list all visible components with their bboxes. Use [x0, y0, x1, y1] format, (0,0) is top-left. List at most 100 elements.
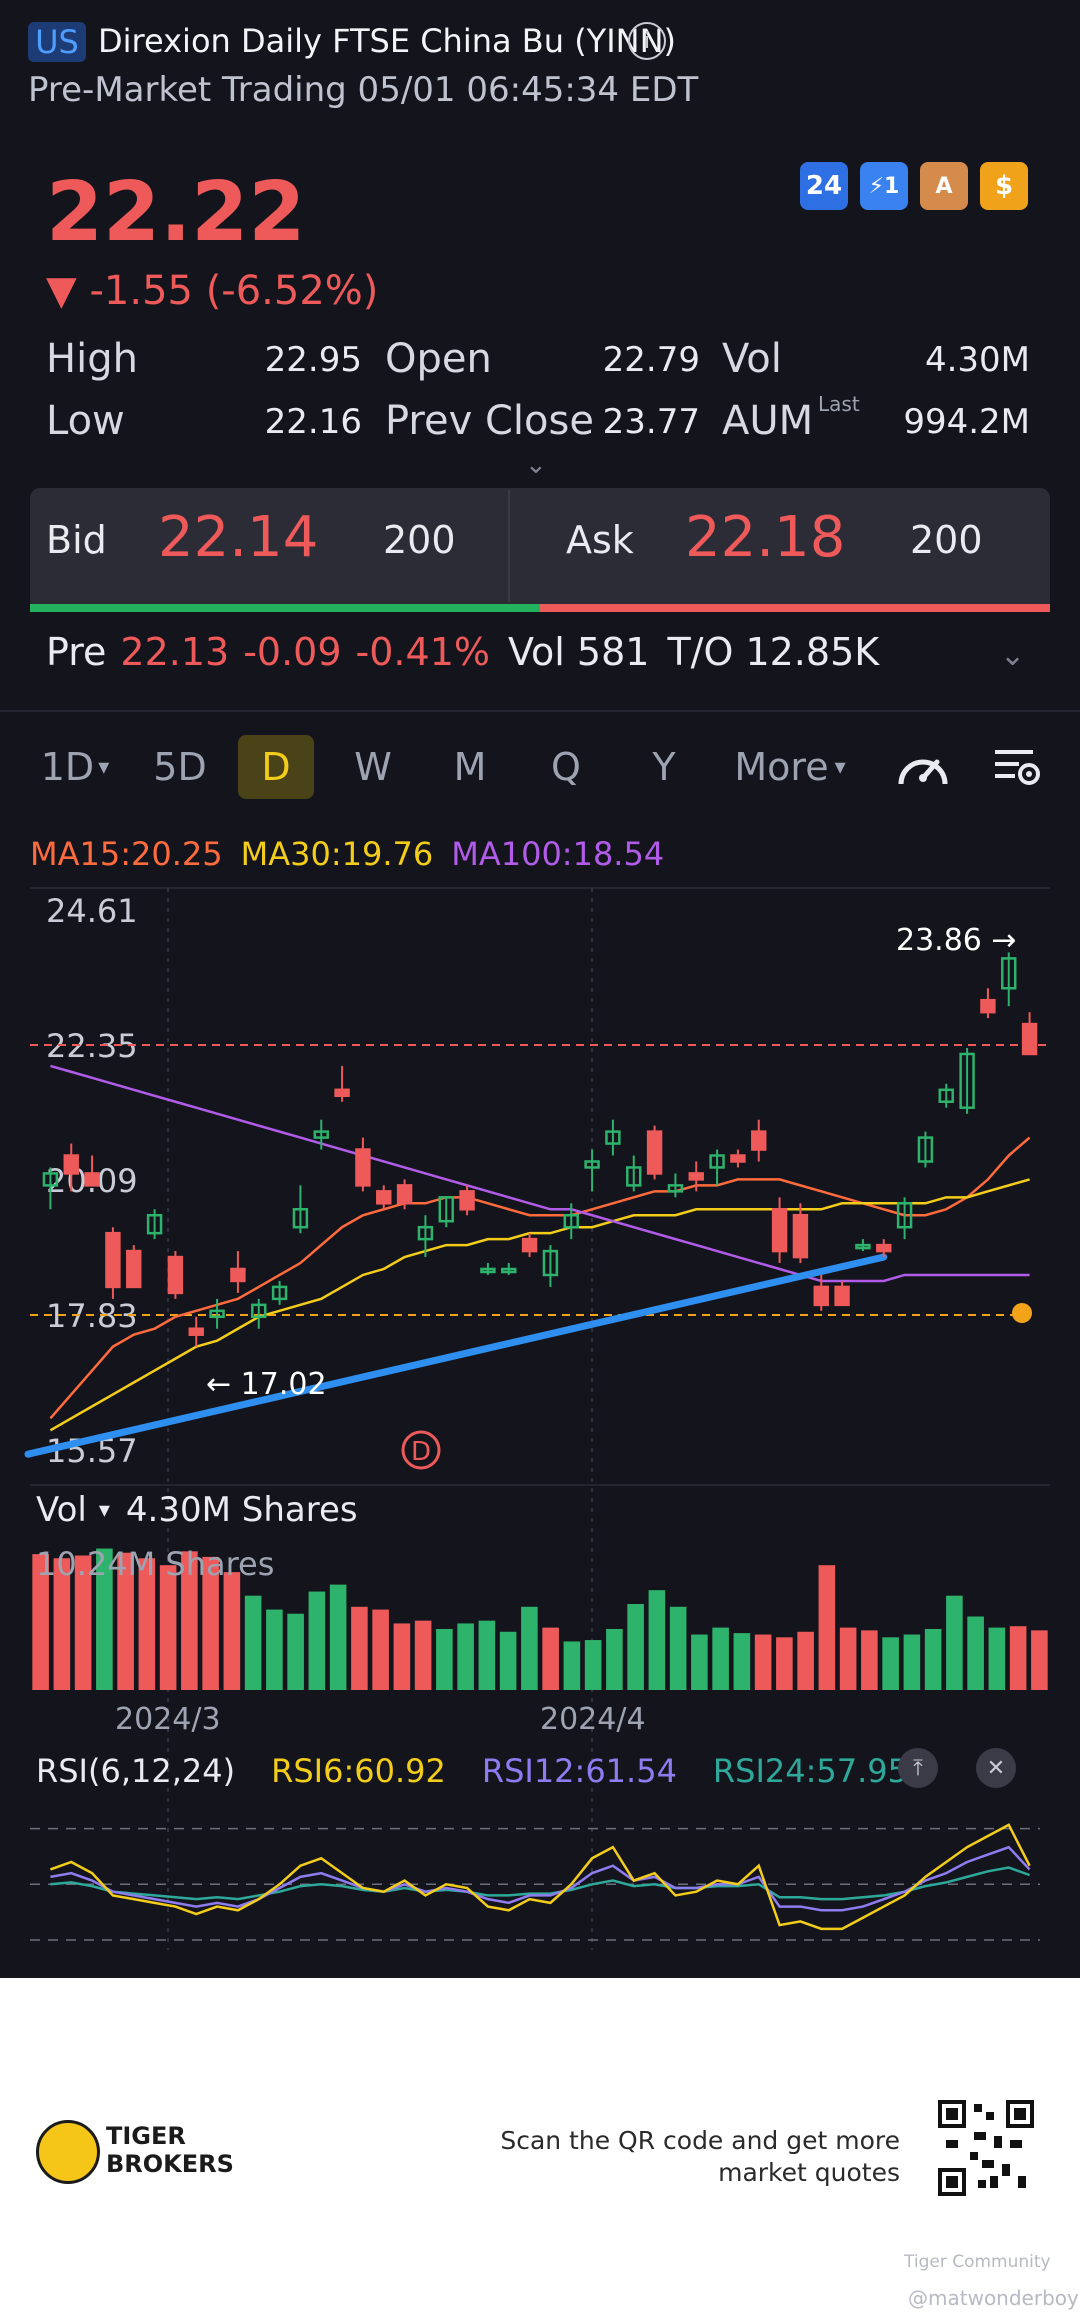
candle-down — [126, 1249, 142, 1289]
volume-bar — [499, 1631, 517, 1690]
vol-value: 4.30M — [924, 340, 1030, 380]
volume-bar — [648, 1590, 666, 1690]
last-price: 22.22 — [46, 165, 306, 260]
tab-more[interactable]: More ▾ — [734, 745, 846, 789]
period-tabs: 1D ▾ 5D D W M Q Y More ▾ — [0, 735, 1080, 799]
rsi12-line — [50, 1845, 1031, 1912]
candle-up — [584, 1160, 600, 1169]
tab-weekly[interactable]: W — [354, 745, 392, 789]
prev-close-label: Prev Close — [385, 398, 594, 444]
candle-down — [876, 1243, 892, 1253]
lightning-icon[interactable]: ⚡1 — [860, 162, 908, 210]
candle-down — [771, 1208, 788, 1253]
pin-top-icon[interactable]: ⤒ — [898, 1748, 938, 1788]
candle-down — [751, 1130, 767, 1151]
min-price-label: ← 17.02 — [206, 1367, 327, 1402]
trendline — [24, 1253, 888, 1458]
rsi-label: RSI(6,12,24) — [36, 1752, 236, 1790]
volume-bar — [627, 1604, 644, 1690]
prev-close-value: 23.77 — [602, 402, 700, 442]
community-watermark: Tiger Community — [904, 2252, 1051, 2272]
premarket-quote-row[interactable]: Pre 22.13 -0.09 -0.41% Vol 581 T/O 12.85… — [46, 630, 879, 674]
y-axis-label: 24.61 — [46, 892, 138, 930]
dollar-icon[interactable]: $ — [980, 162, 1028, 210]
candle-down — [646, 1130, 663, 1175]
candle-up — [146, 1213, 163, 1235]
tab-daily[interactable]: D — [238, 735, 314, 799]
ma30-line — [49, 1178, 1030, 1432]
candle-down — [188, 1327, 204, 1336]
candle-down — [355, 1148, 371, 1187]
rsi24-line — [50, 1866, 1031, 1901]
chevron-down-icon[interactable]: ⌄ — [1000, 638, 1026, 673]
pre-change: -0.09 — [243, 630, 342, 674]
tab-1d[interactable]: 1D ▾ — [40, 745, 110, 789]
rsi12-value: RSI12:61.54 — [481, 1752, 677, 1790]
candle-up — [42, 1172, 59, 1187]
volume-bar — [563, 1641, 581, 1690]
candle-up — [209, 1309, 225, 1319]
dividend-marker-label: D — [411, 1437, 431, 1467]
volume-bar — [669, 1606, 687, 1690]
volume-bar — [96, 1548, 113, 1690]
candle-up — [1001, 957, 1017, 990]
volume-bar — [436, 1628, 453, 1690]
candle-up — [417, 1225, 434, 1241]
ask-strength-bar — [540, 604, 1050, 612]
volume-bar — [478, 1620, 496, 1690]
volume-bar — [776, 1637, 793, 1690]
volume-bar — [308, 1591, 326, 1690]
close-icon[interactable]: ✕ — [976, 1748, 1016, 1788]
candle-up — [501, 1267, 517, 1274]
candle-up — [438, 1196, 454, 1223]
gauge-icon[interactable] — [888, 735, 958, 799]
user-handle: @matwonderboy — [908, 2286, 1079, 2310]
ma100-line — [50, 1064, 1030, 1283]
rsi6-value: RSI6:60.92 — [271, 1752, 446, 1790]
info-icon[interactable]: i — [628, 22, 666, 60]
volume-legend[interactable]: Vol ▾ 4.30M Shares — [36, 1490, 358, 1530]
candle-up — [271, 1285, 288, 1301]
tab-quarterly[interactable]: Q — [551, 745, 581, 789]
volume-bar — [584, 1640, 602, 1690]
volume-bar — [542, 1627, 559, 1690]
qr-code-icon — [938, 2100, 1034, 2196]
chevron-down-icon[interactable]: ⌄ — [525, 450, 547, 480]
bid-label: Bid — [46, 518, 107, 562]
candle-down — [459, 1190, 475, 1211]
volume-bar — [117, 1552, 134, 1690]
volume-bar — [946, 1595, 963, 1690]
candle-down — [84, 1172, 100, 1187]
volume-bar — [53, 1558, 71, 1690]
aum-last-sup: Last — [818, 392, 860, 416]
24h-trading-icon[interactable]: 24 — [800, 162, 848, 210]
candle-up — [563, 1213, 579, 1229]
stack-icon[interactable]: A — [920, 162, 968, 210]
candle-up — [709, 1154, 725, 1169]
bid-ask-divider — [508, 490, 510, 602]
low-label: Low — [46, 398, 125, 444]
indicator-settings-icon[interactable] — [982, 735, 1052, 799]
candle-down — [167, 1255, 184, 1295]
tab-yearly[interactable]: Y — [652, 745, 676, 789]
candle-up — [626, 1166, 642, 1187]
candle-up — [605, 1130, 621, 1145]
candle-down — [334, 1088, 350, 1098]
tab-monthly[interactable]: M — [453, 745, 487, 789]
candle-up — [896, 1202, 913, 1229]
tab-5d[interactable]: 5D — [153, 745, 207, 789]
volume-bar — [74, 1555, 92, 1690]
volume-bar — [351, 1606, 368, 1690]
ma-legend: MA15:20.25 MA30:19.76 MA100:18.54 — [30, 835, 664, 873]
volume-bar — [691, 1634, 708, 1690]
volume-bar — [903, 1634, 921, 1690]
volume-bar — [733, 1633, 751, 1690]
candle-down — [813, 1285, 829, 1307]
price-change: ▼ -1.55 (-6.52%) — [46, 268, 379, 314]
premarket-status: Pre-Market Trading 05/01 06:45:34 EDT — [28, 70, 699, 110]
candle-up — [480, 1267, 496, 1274]
volume-bar — [159, 1565, 177, 1690]
bid-price: 22.14 — [158, 505, 319, 570]
vol-label: Vol — [722, 336, 782, 382]
